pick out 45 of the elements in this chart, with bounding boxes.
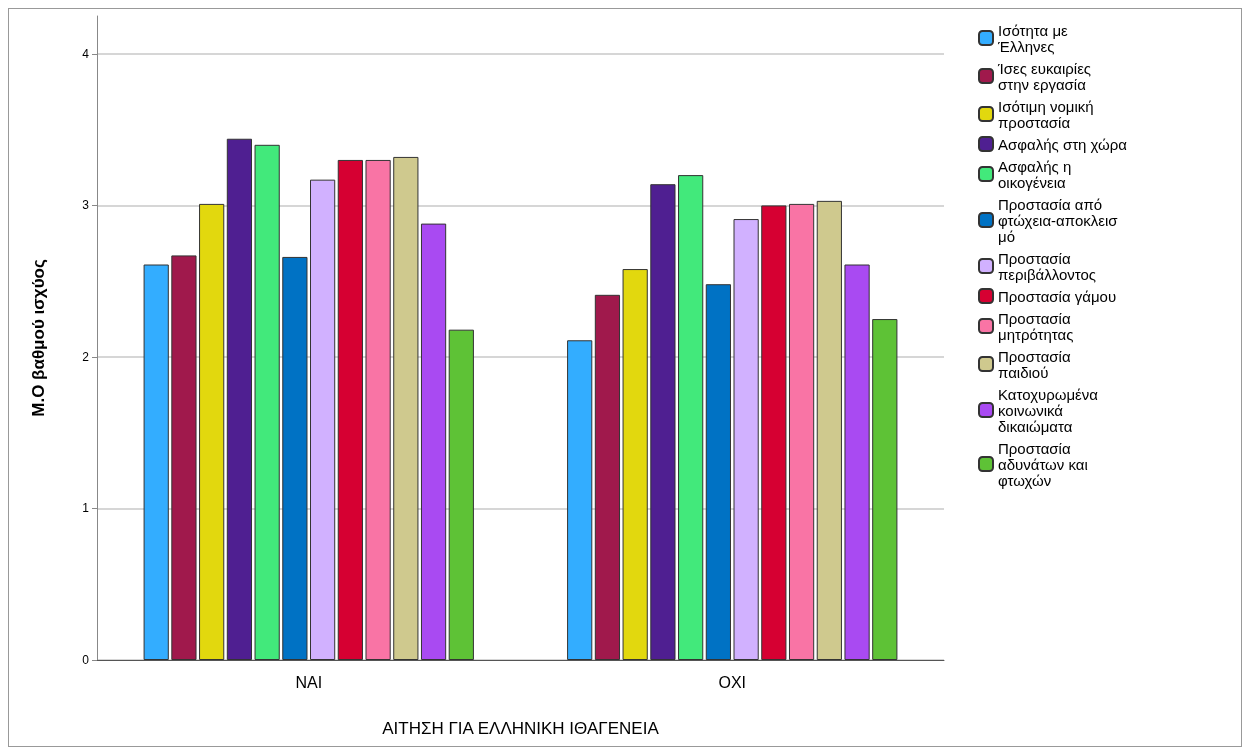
bar <box>143 264 169 660</box>
legend-label: Προστασία περιβάλλοντος <box>998 249 1097 283</box>
bar <box>226 138 253 660</box>
legend-label: Προστασία αδυνάτων και φτωχών <box>998 439 1092 489</box>
bar <box>393 156 419 660</box>
bar <box>448 329 474 660</box>
legend-label: Προστασία γάμου <box>998 287 1117 305</box>
y-tick-label: 3 <box>82 198 90 213</box>
legend-label: Ίσες ευκαιρίες στην εργασία <box>997 59 1096 93</box>
bar <box>171 255 197 660</box>
bar <box>650 184 676 660</box>
y-axis-title: Μ.Ο βαθμού ισχύος <box>29 259 48 417</box>
legend-label: Προστασία παιδιού <box>998 347 1075 381</box>
bar <box>705 284 731 660</box>
bar <box>622 269 648 660</box>
bar <box>594 294 621 660</box>
bar <box>788 203 815 660</box>
x-tick-label: ΝΑΙ <box>295 673 323 691</box>
y-tick-label: 4 <box>82 46 90 61</box>
bar <box>337 159 363 660</box>
legend-label: Ασφαλής η οικογένεια <box>998 157 1076 191</box>
legend-label: Κατοχυρωμένα κοινωνικά δικαιώματα <box>998 385 1103 435</box>
bar <box>420 223 447 660</box>
y-tick-label: 2 <box>82 349 90 364</box>
x-tick-label: ΟΧΙ <box>718 673 747 691</box>
bar <box>199 203 225 660</box>
bar <box>310 179 336 660</box>
legend-label: Προστασία από φτώχεια-αποκλεισμό <box>998 195 1119 245</box>
bar <box>844 264 870 660</box>
bar <box>816 200 842 660</box>
bar <box>254 144 280 660</box>
legend-label: Προστασία μητρότητας <box>998 309 1075 343</box>
x-axis-title: ΑΙΤΗΣΗ ΓΙΑ ΕΛΛΗΝΙΚΗ ΙΘΑΓΕΝΕΙΑ <box>382 719 660 738</box>
legend-label: Ασφαλής στη χώρα <box>998 135 1128 153</box>
y-tick-label: 0 <box>82 653 90 667</box>
y-tick-label: 1 <box>82 501 90 516</box>
bar <box>761 205 787 660</box>
bar <box>282 256 308 660</box>
bar <box>365 159 391 660</box>
bar <box>567 340 593 660</box>
bar <box>872 319 898 660</box>
legend-label: Ισότιμη νομική προστασία <box>998 97 1098 131</box>
bar <box>678 175 704 660</box>
legend-label: Ισότητα με Έλληνες <box>997 21 1072 55</box>
bar <box>733 219 759 660</box>
